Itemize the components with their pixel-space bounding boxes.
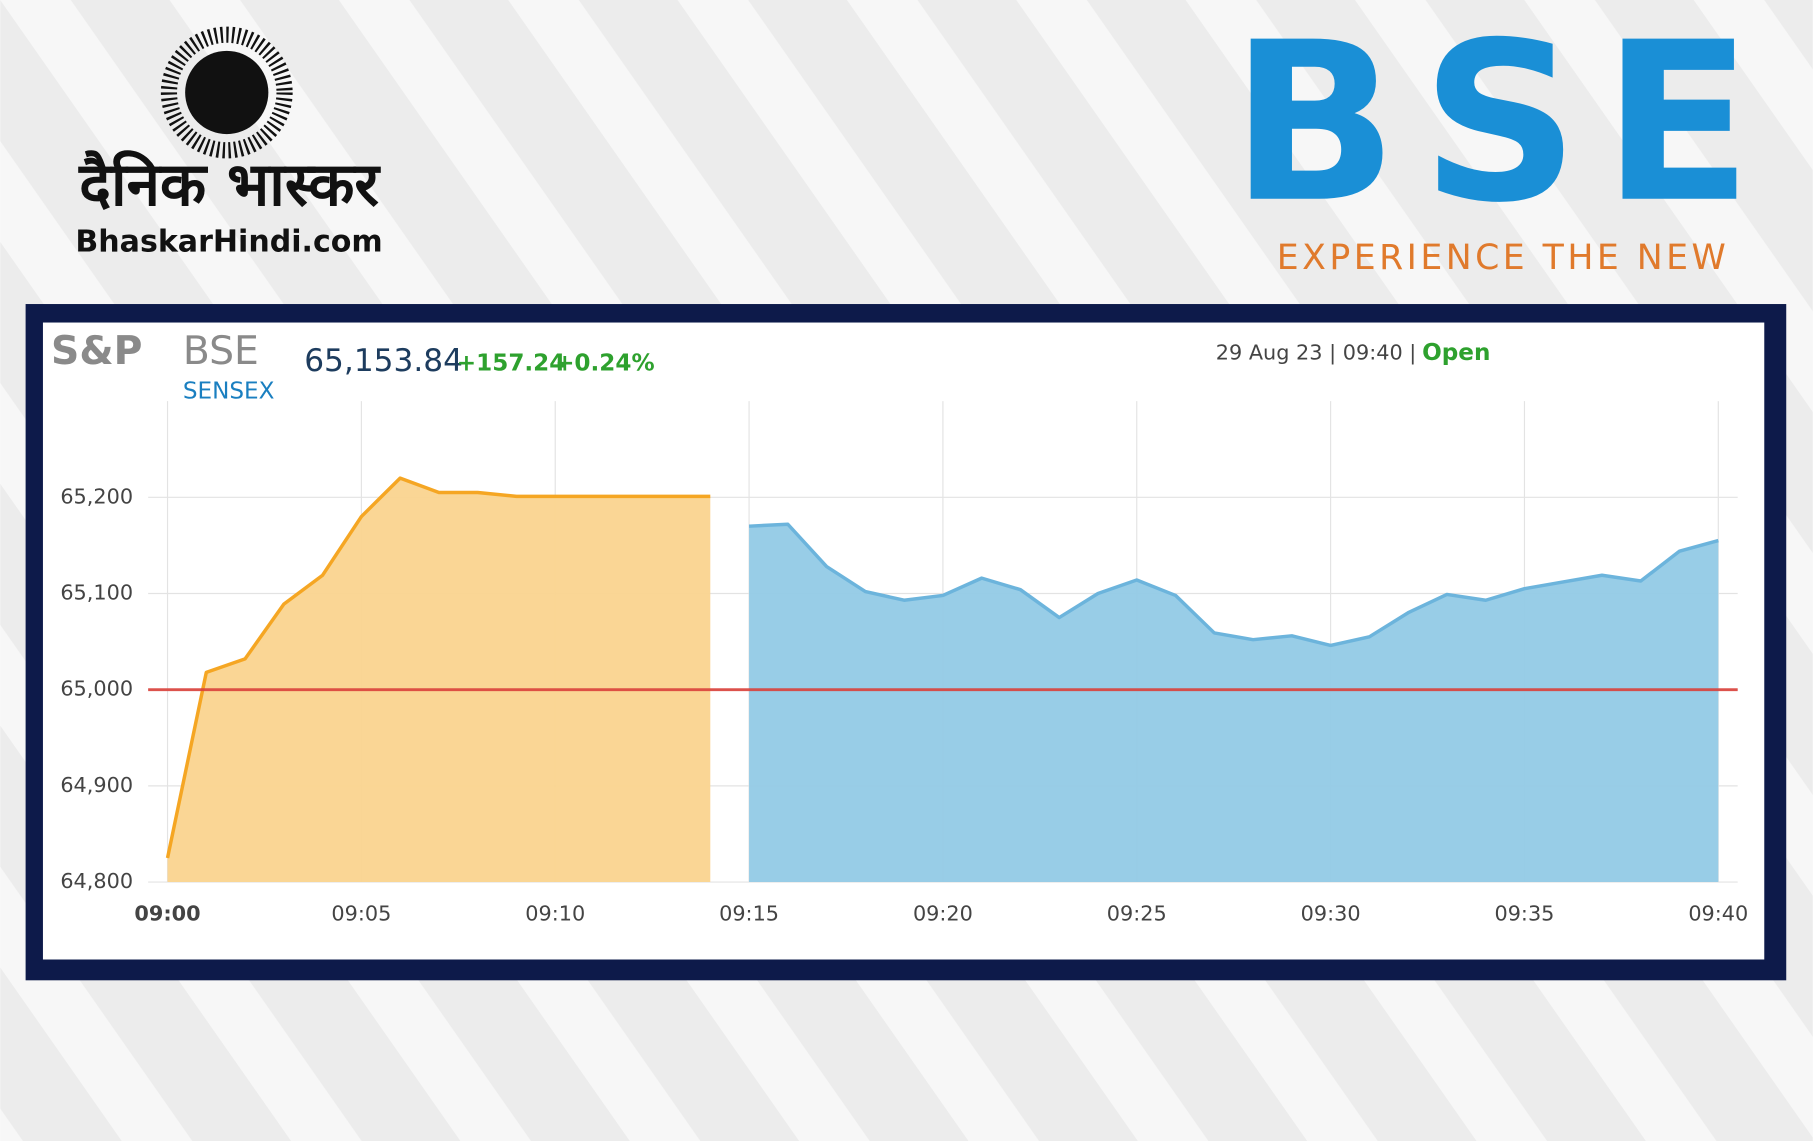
series-line [165, 476, 711, 859]
sun-logo [160, 26, 293, 159]
plot: 64,800 64,900 65,000 65,100 65,200 09:00 09:05… [60, 401, 1748, 925]
x-tick-label: 09:10 [525, 901, 585, 925]
x-tick-label: 09:30 [1301, 901, 1361, 925]
area-fill [167, 478, 711, 883]
x-tick-label: 09:35 [1494, 901, 1554, 925]
x-tick-label: 09:20 [913, 901, 973, 925]
y-tick-label: 65,100 [60, 581, 133, 605]
x-tick-label: 09:25 [1107, 901, 1167, 925]
brand-exchange: BSE [183, 329, 259, 374]
exchange-tagline: EXPERIENCE THE NEW [1277, 238, 1730, 278]
x-tick-label: 09:40 [1688, 901, 1748, 925]
area-fill [749, 524, 1719, 883]
x-tick-label: 09:00 [134, 901, 200, 925]
y-tick-label: 65,000 [60, 677, 133, 701]
publisher-name: दैनिक भास्कर [78, 150, 381, 220]
brand-prefix: S&P [51, 329, 142, 374]
x-tick-label: 09:15 [719, 901, 779, 925]
x-tick-label: 09:05 [331, 901, 391, 925]
exchange-logo: BSE [1231, 0, 1776, 251]
publisher-site: BhaskarHindi.com [75, 224, 382, 259]
index-name: SENSEX [183, 378, 275, 404]
change-pct: +0.24% [555, 351, 655, 377]
series-line [748, 522, 1719, 648]
y-tick-label: 65,200 [60, 484, 133, 508]
y-tick-label: 64,800 [60, 869, 133, 893]
change: +157.24 [457, 351, 566, 377]
y-tick-label: 64,900 [60, 773, 133, 797]
last-price: 65,153.84 [304, 343, 463, 379]
market-status: Open [1422, 340, 1490, 366]
timestamp: 29 Aug 23 | 09:40 | [1216, 341, 1417, 366]
